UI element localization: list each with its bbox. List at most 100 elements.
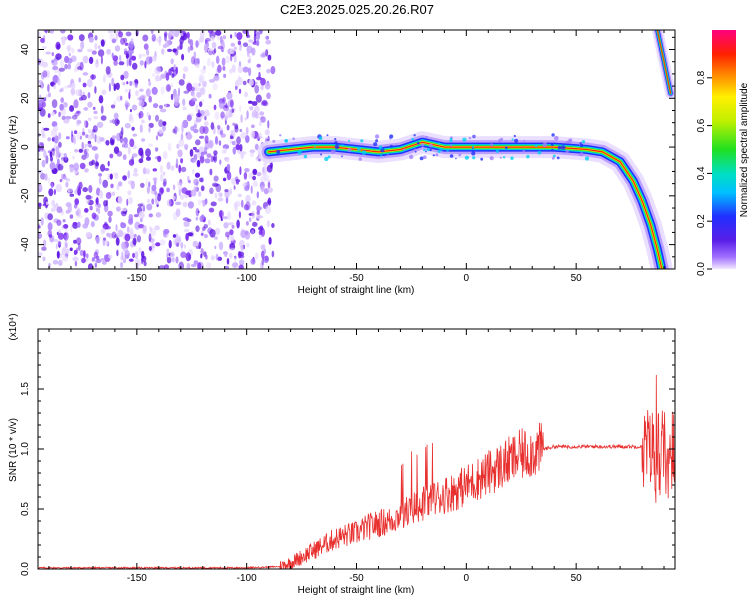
noise-dot	[212, 83, 218, 91]
noise-dot	[134, 221, 141, 230]
noise-dot	[245, 194, 251, 203]
noise-dot	[120, 74, 125, 81]
noise-dot	[94, 86, 97, 94]
noise-dot	[81, 257, 86, 264]
noise-dot	[122, 154, 127, 161]
noise-dot	[61, 246, 67, 256]
noise-dot	[56, 250, 60, 259]
noise-dot	[152, 73, 156, 77]
noise-dot	[84, 168, 89, 173]
noise-dot	[95, 59, 99, 68]
noise-dot	[127, 49, 134, 55]
noise-dot	[245, 201, 251, 211]
noise-dot	[43, 150, 47, 158]
ridge-speckle	[411, 137, 414, 141]
noise-dot	[159, 108, 167, 113]
ridge-speckle	[418, 140, 421, 142]
noise-dot	[172, 195, 176, 200]
noise-dot	[125, 88, 128, 93]
noise-dot	[111, 135, 117, 140]
noise-dot	[112, 118, 115, 125]
noise-dot	[260, 185, 265, 192]
noise-dot	[237, 65, 243, 74]
noise-dot	[196, 159, 201, 168]
noise-dot	[87, 117, 92, 121]
noise-dot	[100, 39, 105, 47]
ridge-speckle	[565, 149, 569, 154]
noise-dot	[111, 52, 114, 58]
noise-dot	[85, 232, 92, 238]
noise-dot	[82, 72, 89, 76]
noise-dot	[132, 237, 137, 246]
noise-dot	[262, 172, 266, 176]
noise-dot	[168, 240, 172, 249]
noise-dot	[231, 177, 237, 185]
noise-dot	[261, 257, 264, 266]
noise-dot	[98, 173, 103, 177]
noise-dot	[170, 83, 174, 88]
ridge-speckle	[473, 135, 476, 138]
noise-dot	[69, 164, 74, 173]
noise-dot	[40, 173, 46, 180]
noise-dot	[201, 99, 205, 103]
noise-dot	[94, 153, 99, 160]
noise-dot	[142, 225, 147, 235]
noise-dot	[67, 44, 71, 53]
noise-dot	[67, 63, 72, 70]
noise-dot	[190, 189, 197, 197]
noise-dot	[38, 225, 41, 229]
ridge-speckle	[579, 152, 583, 157]
noise-dot	[231, 224, 235, 229]
noise-dot	[203, 121, 209, 127]
noise-dot	[240, 244, 244, 251]
ridge-speckle	[361, 150, 367, 155]
noise-dot	[58, 67, 65, 72]
noise-dot	[60, 97, 64, 103]
noise-dot	[243, 172, 248, 180]
noise-dot	[252, 180, 259, 187]
noise-dot	[85, 194, 92, 200]
noise-dot	[76, 221, 81, 228]
noise-dot	[182, 106, 187, 111]
noise-dot	[148, 213, 153, 218]
noise-dot	[122, 175, 127, 181]
noise-dot	[47, 176, 51, 184]
noise-dot	[180, 158, 184, 164]
noise-dot	[145, 148, 151, 157]
ridge-speckle	[450, 144, 453, 147]
ridge-speckle	[374, 134, 380, 139]
noise-dot	[41, 159, 46, 168]
noise-dot	[160, 73, 167, 79]
noise-dot	[186, 32, 190, 39]
x-tick-label: -100	[237, 273, 257, 284]
noise-dot	[139, 94, 147, 99]
noise-dot	[187, 46, 191, 53]
noise-dot	[73, 99, 79, 109]
noise-dot	[84, 208, 89, 213]
noise-dot	[166, 252, 169, 259]
noise-dot	[141, 138, 146, 142]
noise-dot	[139, 88, 144, 92]
noise-dot	[183, 244, 186, 249]
noise-dot	[190, 263, 197, 268]
noise-dot	[85, 253, 89, 259]
ridge-speckle	[403, 148, 406, 151]
noise-dot	[87, 140, 92, 145]
noise-dot	[124, 100, 129, 105]
noise-dot	[226, 163, 231, 171]
ridge-speckle	[279, 134, 282, 137]
noise-dot	[211, 182, 218, 188]
noise-dot	[175, 256, 179, 264]
noise-dot	[181, 125, 184, 134]
noise-dot	[162, 43, 168, 49]
noise-dot	[47, 92, 52, 97]
noise-dot	[164, 103, 167, 109]
noise-dot	[151, 86, 158, 95]
noise-dot	[182, 201, 188, 208]
noise-dot	[51, 111, 55, 117]
noise-dot	[97, 203, 102, 208]
noise-dot	[249, 106, 254, 111]
noise-dot	[196, 91, 202, 98]
ridge-speckle	[490, 143, 494, 147]
noise-dot	[265, 35, 270, 40]
